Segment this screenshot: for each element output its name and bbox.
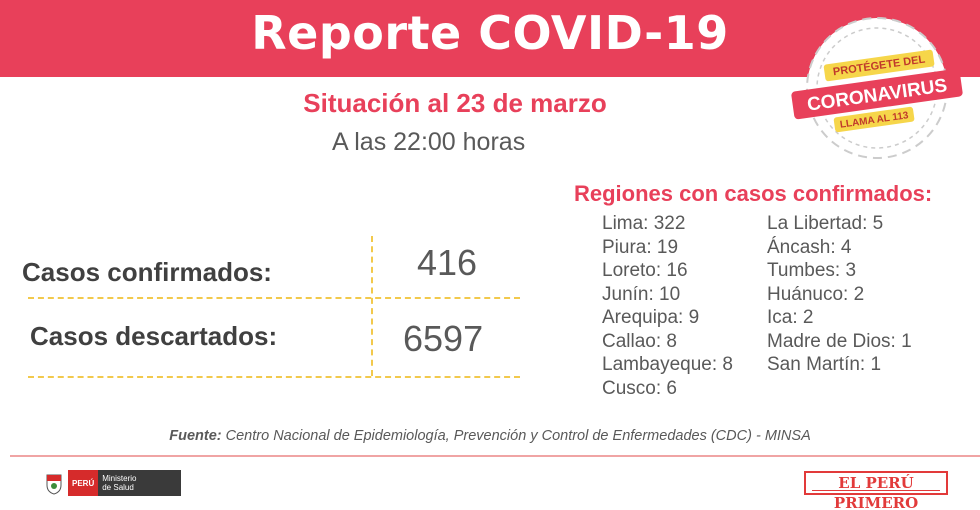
dashed-divider [28,297,520,299]
region-item: Lambayeque: 8 [602,354,733,375]
page-title: Reporte COVID-19 [251,6,729,60]
confirmed-label: Casos confirmados: [22,257,272,287]
source-text: Centro Nacional de Epidemiología, Preven… [221,428,811,444]
discarded-value: 6597 [403,318,484,359]
region-item: La Libertad: 5 [767,213,884,234]
region-item: San Martín: 1 [767,354,882,375]
region-item: Huánuco: 2 [767,283,865,305]
region-item: Arequipa: 9 [602,307,700,328]
footer-divider [10,455,980,457]
region-item: Piura: 19 [602,236,679,258]
header-banner: Reporte COVID-19 [0,0,980,77]
report-date: Situación al 23 de marzo [303,88,607,118]
ministry-label: Ministerio de Salud [98,470,182,496]
region-item: Madre de Dios: 1 [767,330,912,352]
minsa-logo: PERÚ Ministerio de Salud [44,470,182,496]
regions-list-left: Lima: 322 Piura: 19 Loreto: 16 Junín: 10… [602,212,733,400]
peru-label: PERÚ [68,470,99,496]
source-label: Fuente: [169,428,222,444]
report-time: A las 22:00 horas [332,128,526,156]
dashed-divider-vertical [371,236,373,376]
region-item: Loreto: 16 [602,260,688,281]
source-note: Fuente: Centro Nacional de Epidemiología… [0,428,980,444]
region-item: Cusco: 6 [602,377,677,399]
region-item: Áncash: 4 [767,236,852,258]
peru-coat-of-arms-icon [46,474,62,495]
coronavirus-stamp: PROTÉGETE DEL CORONAVIRUS LLAMA AL 113 [791,17,963,159]
dashed-divider [28,376,520,378]
ministry-line: de Salud [102,483,134,492]
region-item: Ica: 2 [767,307,814,328]
region-item: Tumbes: 3 [767,260,857,281]
confirmed-value: 416 [417,242,478,283]
region-item: Callao: 8 [602,330,677,352]
regions-title: Regiones con casos confirmados: [574,181,933,206]
regions-list-right: La Libertad: 5 Áncash: 4 Tumbes: 3 Huánu… [767,212,912,377]
region-item: Lima: 322 [602,213,686,234]
el-peru-primero-logo: EL PERÚ PRIMERO [804,471,948,510]
region-item: Junín: 10 [602,283,681,305]
discarded-label: Casos descartados: [30,321,278,351]
ministry-line: Ministerio [102,474,137,483]
